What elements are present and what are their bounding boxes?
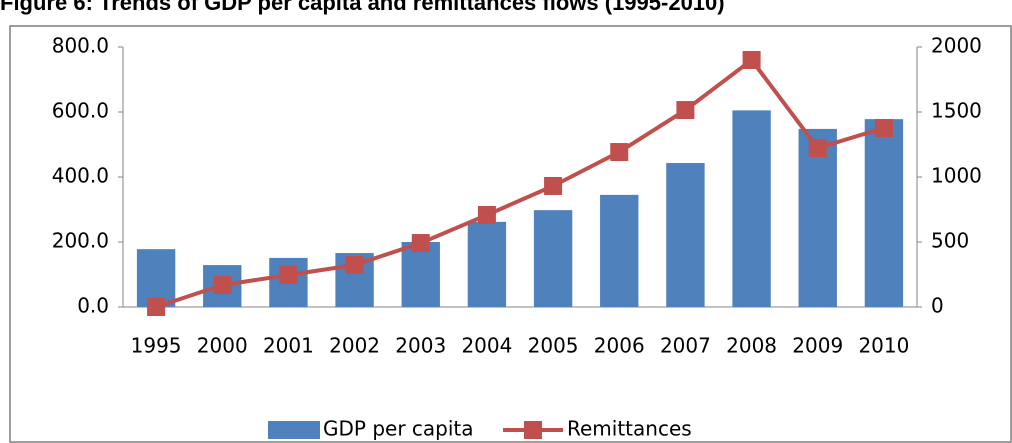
x-tick-label: 2007 — [660, 334, 711, 358]
y-tick-label: 0.0 — [77, 294, 109, 318]
x-tick-label: 2010 — [858, 334, 909, 358]
bar — [798, 128, 837, 307]
y2-tick-label: 500 — [931, 229, 969, 253]
x-tick-label: 2005 — [528, 334, 579, 358]
bar — [732, 110, 771, 307]
y2-tick-label: 0 — [931, 294, 944, 318]
y-tick-label: 400.0 — [52, 164, 109, 188]
y2-tick-label: 2000 — [931, 34, 982, 58]
bar — [467, 221, 507, 307]
chart-frame — [9, 25, 1012, 443]
x-tick-label: 2003 — [395, 334, 446, 358]
line-marker — [213, 276, 232, 295]
x-tick-label: 1995 — [131, 334, 182, 358]
line-marker — [147, 298, 166, 316]
bar — [666, 163, 705, 307]
line-marker — [742, 51, 761, 69]
x-tick-label: 2008 — [726, 334, 777, 358]
y-tick-label: 800.0 — [52, 34, 109, 58]
bar — [401, 242, 440, 307]
y-tick-label: 600.0 — [52, 99, 109, 123]
x-tick-label: 2001 — [263, 334, 314, 358]
legend-label: GDP per capita — [323, 417, 474, 441]
bar — [864, 119, 904, 308]
line-marker — [477, 205, 496, 224]
line — [155, 57, 885, 309]
legend-swatch — [268, 421, 320, 439]
y-tick-label: 200.0 — [52, 229, 109, 253]
line-marker — [874, 118, 893, 137]
bar — [533, 210, 573, 307]
line-marker — [279, 266, 298, 285]
line-marker — [676, 101, 695, 120]
x-tick-label: 2002 — [329, 334, 380, 358]
line-marker — [610, 143, 629, 162]
x-tick-label: 2006 — [594, 334, 645, 358]
line-marker — [544, 176, 563, 195]
bar — [600, 194, 639, 307]
y2-tick-label: 1500 — [931, 99, 982, 123]
bar — [136, 249, 176, 307]
x-tick-label: 2004 — [461, 334, 512, 358]
chart-title: Figure 6: Trends of GDP per capita and r… — [0, 0, 725, 15]
x-tick-label: 2009 — [792, 334, 843, 358]
line-marker — [345, 256, 364, 275]
line-marker — [411, 234, 430, 253]
x-tick-label: 2000 — [197, 334, 248, 358]
line-marker — [808, 139, 827, 158]
y2-tick-label: 1000 — [931, 164, 982, 188]
legend-label: Remittances — [567, 417, 692, 441]
legend-swatch-marker — [524, 421, 542, 439]
